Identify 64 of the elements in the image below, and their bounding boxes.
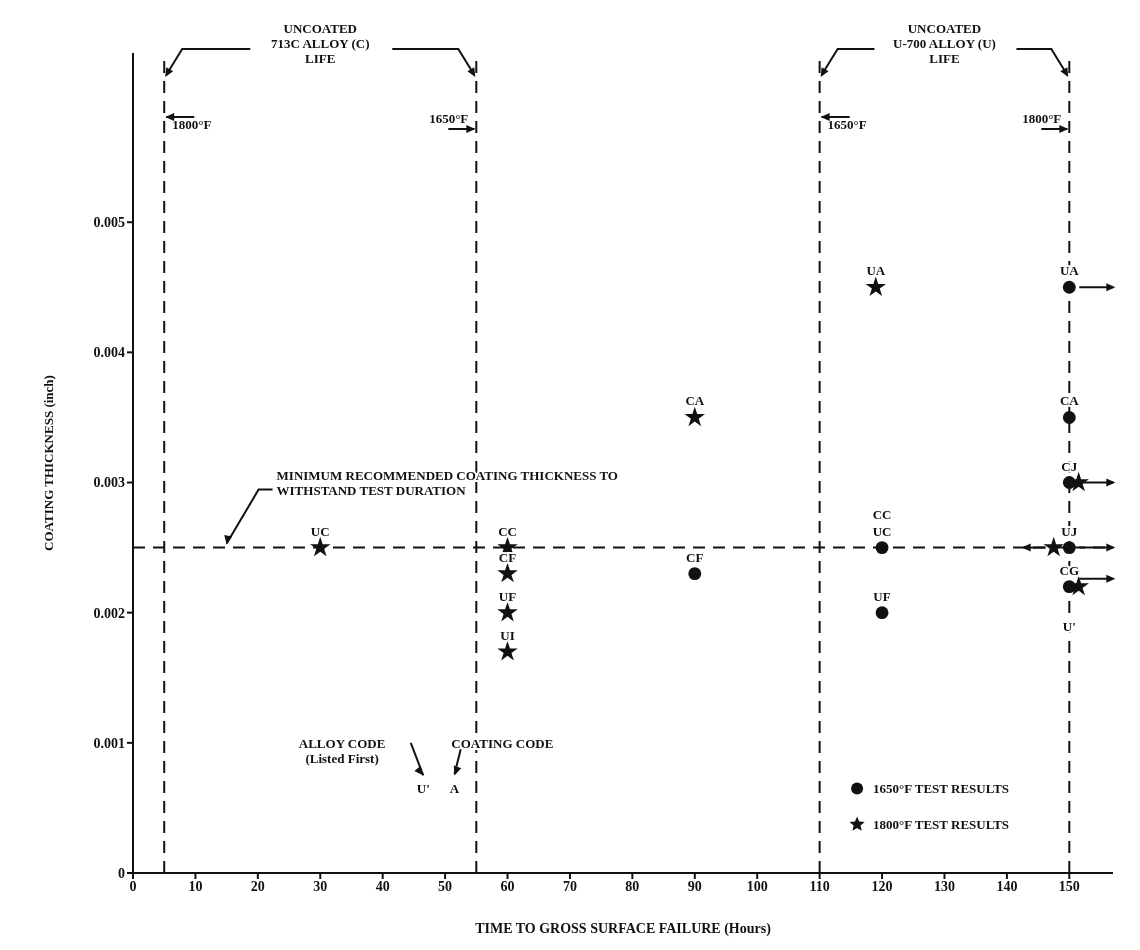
data-label: UA xyxy=(1059,263,1080,279)
y-tick-label: 0.005 xyxy=(93,215,125,231)
annotation: ALLOY CODE (Listed First) xyxy=(298,735,386,766)
point xyxy=(1062,411,1076,424)
x-tick-label: 130 xyxy=(933,878,955,894)
x-tick-label: 90 xyxy=(687,878,702,894)
y-tick-label: 0 xyxy=(118,865,125,881)
data-label: CG xyxy=(1059,562,1080,578)
ref-line-label: 1650°F xyxy=(827,117,867,132)
data-label: CA xyxy=(685,393,705,409)
x-axis-title: TIME TO GROSS SURFACE FAILURE (Hours) xyxy=(475,921,772,937)
data-label: UF xyxy=(498,588,517,604)
x-tick-label: 110 xyxy=(809,878,830,894)
point xyxy=(1062,541,1076,555)
point xyxy=(497,601,518,622)
annotation: U' xyxy=(416,781,430,797)
point xyxy=(875,606,889,620)
ref-line-label: 1800°F xyxy=(172,117,212,132)
x-tick-label: 120 xyxy=(871,878,893,894)
ref-line-label: 1800°F xyxy=(1022,111,1062,126)
point xyxy=(1062,280,1076,294)
x-tick-label: 100 xyxy=(746,878,768,894)
x-tick-label: 140 xyxy=(996,878,1018,894)
y-tick-label: 0.003 xyxy=(93,475,125,491)
point xyxy=(875,541,889,555)
ref-line-label: MINIMUM RECOMMENDED COATING THICKNESS TO WITHSTAND TEST DURATION xyxy=(276,467,618,498)
data-label: CA xyxy=(1059,393,1080,409)
x-tick-label: 80 xyxy=(625,878,640,894)
point xyxy=(865,276,887,296)
data-label: CF xyxy=(498,549,517,565)
data-label: UC xyxy=(310,523,330,539)
data-label: UI xyxy=(500,627,515,643)
data-label: CF xyxy=(686,549,704,565)
legend-label: 1800°F TEST RESULTS xyxy=(873,817,1010,833)
x-tick-label: 40 xyxy=(375,878,390,894)
annotation: UNCOATED U-700 ALLOY (U) LIFE xyxy=(893,21,996,66)
annotation: UNCOATED 713C ALLOY (C) LIFE xyxy=(271,21,370,66)
annotation: A xyxy=(449,781,460,797)
x-tick-label: 10 xyxy=(188,878,203,894)
data-label: UF xyxy=(873,588,891,604)
data-label: UA xyxy=(866,263,886,279)
data-label: UJ xyxy=(1061,523,1078,539)
legend-label: 1650°F TEST RESULTS xyxy=(873,781,1010,797)
ref-line-label: 1650°F xyxy=(429,111,469,126)
x-tick-label: 150 xyxy=(1058,878,1080,894)
y-axis-title: COATING THICKNESS (inch) xyxy=(40,375,56,551)
x-tick-label: 50 xyxy=(438,878,453,894)
x-tick-label: 0 xyxy=(129,878,137,894)
annotation: COATING CODE xyxy=(451,735,554,751)
y-tick-label: 0.004 xyxy=(93,345,125,361)
point xyxy=(688,567,702,581)
point xyxy=(1043,536,1064,557)
y-tick-label: 0.002 xyxy=(93,605,125,621)
point xyxy=(497,640,518,661)
point xyxy=(497,562,518,583)
x-tick-label: 60 xyxy=(500,878,515,894)
y-tick-label: 0.001 xyxy=(93,735,125,751)
x-tick-label: 70 xyxy=(562,878,577,894)
point xyxy=(684,406,706,427)
data-label: CC xyxy=(498,523,517,539)
x-tick-label: 30 xyxy=(313,878,328,894)
point xyxy=(310,536,331,557)
data-label: CC UC xyxy=(872,506,892,539)
x-tick-label: 20 xyxy=(250,878,265,894)
